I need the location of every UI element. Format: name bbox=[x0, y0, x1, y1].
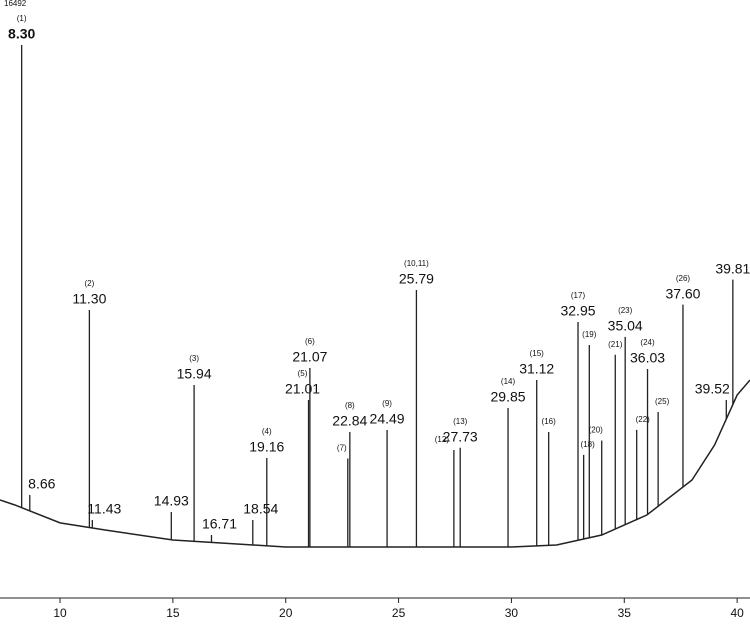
peak-number: (18) bbox=[581, 440, 596, 449]
peak-number: (16) bbox=[542, 417, 557, 426]
retention-time: 25.79 bbox=[399, 271, 434, 287]
retention-time: 8.30 bbox=[8, 26, 35, 42]
x-tick-label: 20 bbox=[279, 606, 293, 620]
peak-number: (19) bbox=[582, 330, 597, 339]
retention-time: 36.03 bbox=[630, 350, 665, 366]
x-tick-label: 40 bbox=[730, 606, 744, 620]
retention-time: 18.54 bbox=[243, 501, 278, 517]
peak-number: (21) bbox=[608, 340, 623, 349]
x-tick-label: 35 bbox=[618, 606, 632, 620]
y-tick-label: 16492 bbox=[4, 0, 27, 8]
x-tick-label: 10 bbox=[53, 606, 67, 620]
peak-number: (6) bbox=[305, 337, 315, 346]
x-tick-label: 15 bbox=[166, 606, 180, 620]
retention-time: 21.01 bbox=[285, 381, 320, 397]
baseline bbox=[0, 379, 750, 548]
peak-number: (8) bbox=[345, 401, 355, 410]
retention-time: 39.52 bbox=[695, 381, 730, 397]
retention-time: 27.73 bbox=[443, 428, 478, 444]
peak-number: (7) bbox=[337, 444, 347, 453]
retention-time: 39.81 bbox=[715, 260, 750, 276]
retention-time: 19.16 bbox=[249, 439, 284, 455]
peak-number: (4) bbox=[262, 427, 272, 436]
retention-time: 22.84 bbox=[332, 413, 367, 429]
peak-number: (5) bbox=[298, 369, 308, 378]
peak-number: (22) bbox=[636, 415, 651, 424]
peak-number: (12) bbox=[435, 435, 450, 444]
retention-time: 11.30 bbox=[72, 291, 106, 307]
peak-number: (1) bbox=[17, 14, 27, 23]
peak-number: (23) bbox=[618, 306, 633, 315]
retention-time: 24.49 bbox=[370, 411, 405, 427]
retention-time: 32.95 bbox=[560, 303, 595, 319]
peak-number: (26) bbox=[676, 274, 691, 283]
retention-time: 37.60 bbox=[665, 285, 700, 301]
retention-time: 21.07 bbox=[292, 349, 327, 365]
peak-number: (14) bbox=[501, 377, 516, 386]
retention-time: 16.71 bbox=[202, 516, 237, 532]
retention-time: 8.66 bbox=[28, 476, 55, 492]
retention-time: 14.93 bbox=[154, 493, 189, 509]
peak-number: (13) bbox=[453, 417, 468, 426]
retention-time: 29.85 bbox=[491, 389, 526, 405]
peak-number: (15) bbox=[530, 349, 545, 358]
peak-number: (9) bbox=[382, 399, 392, 408]
retention-time: 31.12 bbox=[519, 361, 554, 377]
x-tick-label: 30 bbox=[505, 606, 519, 620]
retention-time: 35.04 bbox=[608, 318, 643, 334]
retention-time: 15.94 bbox=[177, 366, 212, 382]
peak-number: (17) bbox=[571, 291, 586, 300]
retention-time: 11.43 bbox=[87, 501, 121, 517]
peak-number: (2) bbox=[84, 279, 94, 288]
peak-number: (20) bbox=[589, 426, 604, 435]
peak-number: (24) bbox=[640, 338, 655, 347]
peak-number: (10,11) bbox=[404, 259, 429, 268]
x-tick-label: 25 bbox=[392, 606, 406, 620]
peak-number: (3) bbox=[189, 354, 199, 363]
peak-number: (25) bbox=[655, 397, 670, 406]
